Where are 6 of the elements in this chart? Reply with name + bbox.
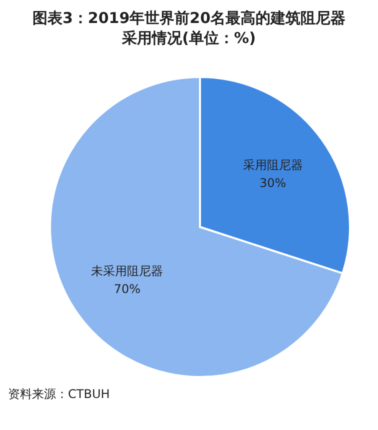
slice-label: 采用阻尼器: [242, 158, 303, 172]
text: 资料来源：CTBUH: [8, 386, 110, 403]
data-label: 70%: [114, 282, 141, 296]
chart-title: 图表3：2019年世界前20名最高的建筑阻尼器采用情况(单位：%): [31, 8, 347, 48]
data-label: 30%: [259, 176, 286, 190]
slice-label: 未采用阻尼器: [91, 264, 164, 278]
